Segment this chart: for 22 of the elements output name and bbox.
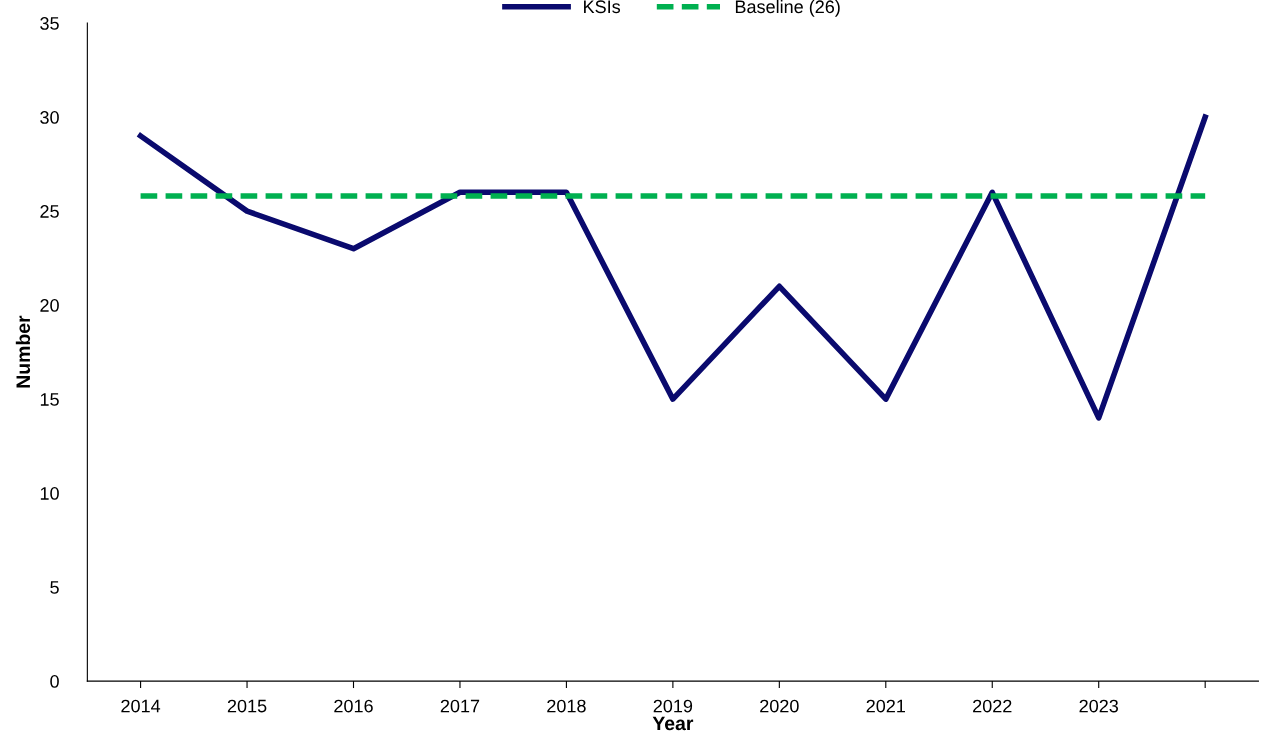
x-tick-label: 2019 [653,699,693,713]
y-tick-label: 0 [50,675,59,688]
y-tick-label: 20 [40,299,59,312]
x-tick-label: 2018 [547,699,586,713]
x-tick-label: 2017 [440,699,480,713]
legend-label: Baseline (26) [735,0,840,17]
x-axis-title: Year [652,716,694,731]
y-tick-label: 35 [40,17,59,30]
x-tick-label: 2023 [1079,699,1119,713]
x-tick-label: 2014 [121,699,161,713]
y-tick-label: 30 [40,111,59,124]
y-tick-label: 15 [40,393,59,406]
x-tick-label: 2015 [227,699,267,713]
x-tick-label: 2016 [334,699,373,713]
y-axis-title: Number [15,315,31,388]
x-tick-label: 2021 [866,699,905,713]
y-tick-label: 25 [40,205,59,218]
x-tick-label: 2020 [760,699,799,713]
y-tick-label: 10 [40,487,59,500]
legend-label: KSIs [584,0,621,14]
x-tick-label: 2022 [973,699,1012,713]
y-tick-label: 5 [50,581,59,594]
